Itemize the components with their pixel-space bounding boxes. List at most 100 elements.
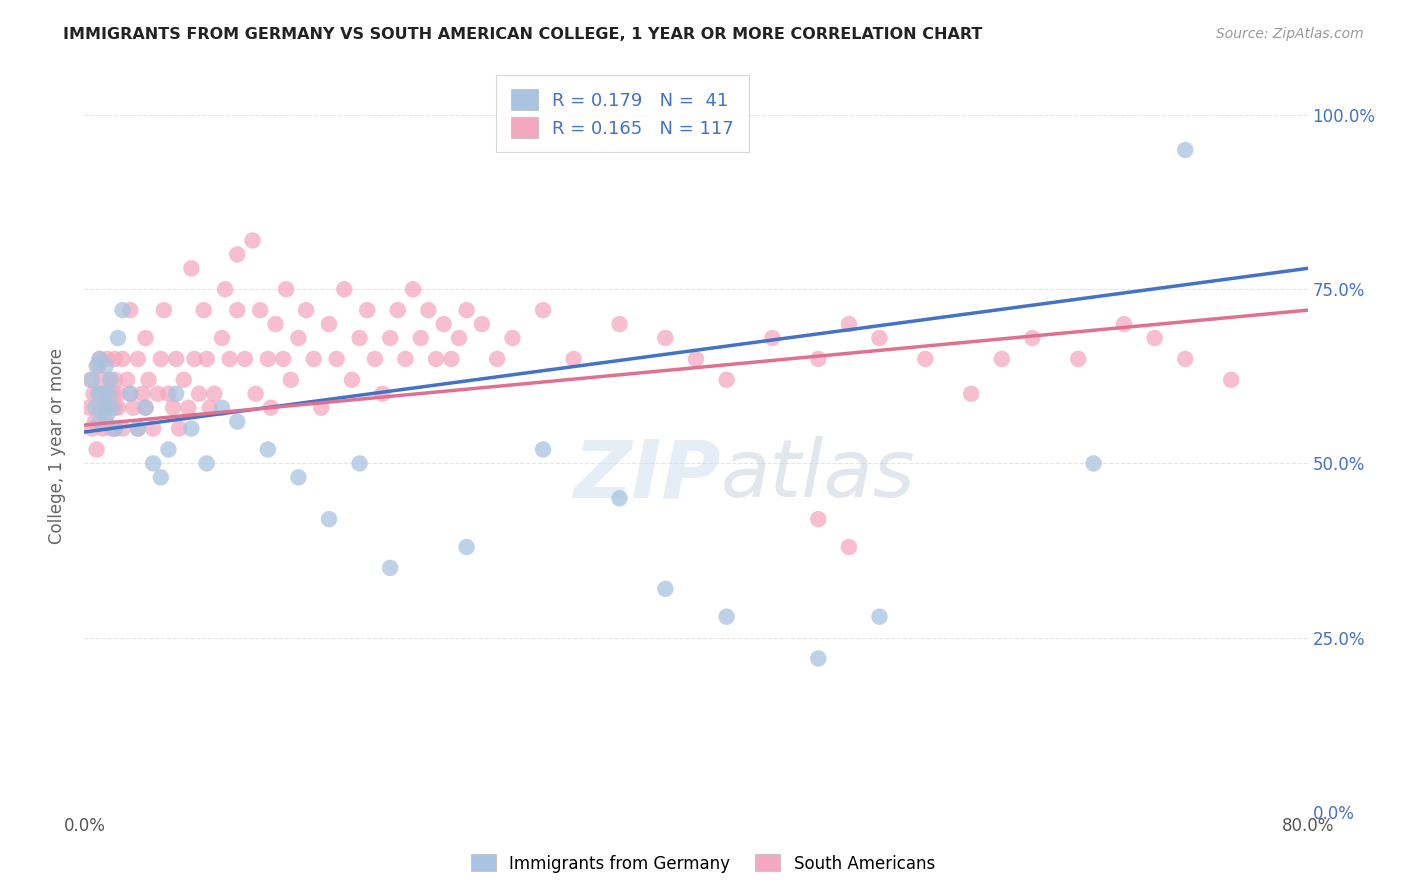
Text: atlas: atlas bbox=[720, 436, 915, 515]
Point bbox=[249, 303, 271, 318]
Point bbox=[153, 303, 176, 318]
Point bbox=[716, 373, 738, 387]
Point bbox=[218, 351, 240, 366]
Point bbox=[135, 331, 157, 345]
Point bbox=[226, 415, 249, 429]
Point bbox=[94, 359, 117, 373]
Point bbox=[86, 442, 108, 457]
Point bbox=[356, 303, 378, 318]
Point bbox=[93, 401, 115, 415]
Y-axis label: College, 1 year or more: College, 1 year or more bbox=[48, 348, 66, 544]
Point bbox=[807, 512, 830, 526]
Point bbox=[226, 247, 249, 261]
Point bbox=[142, 421, 165, 435]
Point bbox=[211, 331, 233, 345]
Point bbox=[142, 457, 165, 471]
Point bbox=[838, 317, 860, 331]
Point bbox=[1114, 317, 1136, 331]
Point bbox=[173, 373, 195, 387]
Point bbox=[98, 373, 121, 387]
Point bbox=[157, 442, 180, 457]
Point bbox=[104, 421, 127, 435]
Point bbox=[242, 234, 264, 248]
Point bbox=[302, 351, 325, 366]
Point bbox=[96, 386, 118, 401]
Point bbox=[838, 540, 860, 554]
Point bbox=[418, 303, 440, 318]
Point bbox=[193, 303, 215, 318]
Point bbox=[91, 421, 114, 435]
Point bbox=[146, 386, 169, 401]
Point bbox=[257, 442, 280, 457]
Point bbox=[1174, 143, 1197, 157]
Point bbox=[195, 457, 218, 471]
Point bbox=[276, 282, 298, 296]
Point bbox=[531, 442, 554, 457]
Point bbox=[991, 351, 1014, 366]
Point bbox=[195, 351, 218, 366]
Point bbox=[111, 303, 134, 318]
Point bbox=[135, 401, 157, 415]
Point bbox=[183, 351, 205, 366]
Point bbox=[440, 351, 463, 366]
Point bbox=[387, 303, 409, 318]
Point bbox=[89, 415, 111, 429]
Point bbox=[127, 351, 149, 366]
Point bbox=[214, 282, 236, 296]
Point bbox=[127, 421, 149, 435]
Point bbox=[311, 401, 333, 415]
Point bbox=[349, 331, 371, 345]
Point bbox=[869, 609, 891, 624]
Point bbox=[180, 421, 202, 435]
Point bbox=[233, 351, 256, 366]
Point bbox=[84, 415, 107, 429]
Point bbox=[531, 303, 554, 318]
Point bbox=[98, 373, 121, 387]
Point bbox=[761, 331, 783, 345]
Point bbox=[280, 373, 302, 387]
Point bbox=[165, 351, 187, 366]
Point bbox=[107, 386, 129, 401]
Point bbox=[83, 386, 105, 401]
Point bbox=[349, 457, 371, 471]
Point bbox=[869, 331, 891, 345]
Point bbox=[287, 331, 309, 345]
Point bbox=[77, 401, 100, 415]
Point bbox=[111, 351, 134, 366]
Point bbox=[120, 386, 142, 401]
Point bbox=[86, 359, 108, 373]
Point bbox=[456, 303, 478, 318]
Point bbox=[87, 359, 110, 373]
Point bbox=[409, 331, 432, 345]
Point bbox=[120, 303, 142, 318]
Point bbox=[157, 386, 180, 401]
Point bbox=[180, 261, 202, 276]
Point bbox=[394, 351, 416, 366]
Point bbox=[486, 351, 509, 366]
Point bbox=[1067, 351, 1090, 366]
Point bbox=[96, 408, 118, 422]
Point bbox=[257, 351, 280, 366]
Point bbox=[433, 317, 456, 331]
Point bbox=[654, 582, 676, 596]
Point bbox=[177, 401, 200, 415]
Point bbox=[260, 401, 283, 415]
Point bbox=[103, 386, 125, 401]
Point bbox=[135, 401, 157, 415]
Text: ZIP: ZIP bbox=[574, 436, 720, 515]
Point bbox=[87, 386, 110, 401]
Point bbox=[447, 331, 470, 345]
Point bbox=[94, 415, 117, 429]
Point bbox=[1220, 373, 1243, 387]
Point bbox=[914, 351, 936, 366]
Point bbox=[295, 303, 318, 318]
Point bbox=[318, 317, 340, 331]
Point bbox=[807, 351, 830, 366]
Point bbox=[609, 491, 631, 506]
Point bbox=[138, 373, 160, 387]
Point bbox=[318, 512, 340, 526]
Point bbox=[654, 331, 676, 345]
Point bbox=[609, 317, 631, 331]
Point bbox=[131, 386, 153, 401]
Point bbox=[340, 373, 363, 387]
